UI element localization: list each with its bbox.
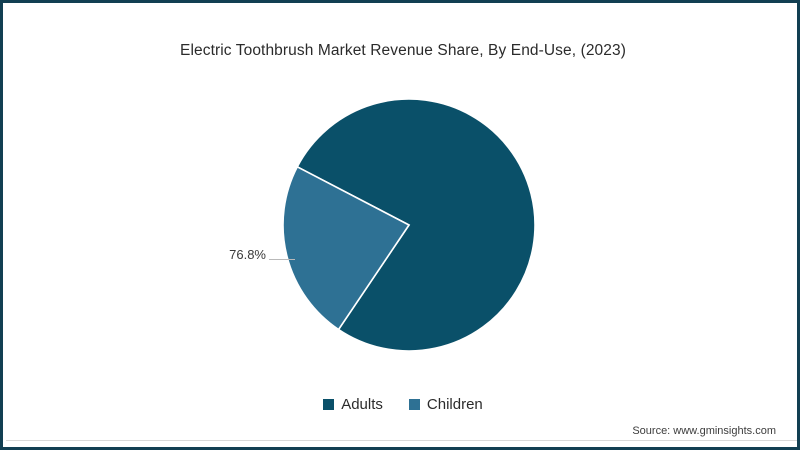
legend-item-adults[interactable]: Adults [323, 396, 383, 413]
legend-swatch-icon-adults [323, 399, 335, 410]
pie-slice-adults[interactable] [296, 98, 536, 352]
chart-legend: Adults Children [6, 396, 797, 413]
legend-item-children[interactable]: Children [408, 396, 483, 413]
source-attribution: Source: www.gminsights.com [632, 425, 776, 437]
pie-chart-svg [282, 98, 536, 352]
footer-divider [6, 440, 797, 441]
legend-label-children: Children [426, 396, 483, 413]
figure-inner-frame: Electric Toothbrush Market Revenue Share… [6, 6, 797, 444]
pie-slices [282, 98, 536, 352]
pie-label-leader-line [269, 259, 295, 260]
pie-slice-label-adults: 76.8% [229, 247, 266, 262]
pie-chart-area: 76.8% [6, 6, 797, 447]
legend-label-adults: Adults [341, 396, 383, 413]
page-title: Electric Toothbrush Market Revenue Share… [180, 42, 626, 59]
legend-swatch-icon-children [408, 399, 420, 410]
pie-slice-children[interactable] [282, 165, 411, 331]
